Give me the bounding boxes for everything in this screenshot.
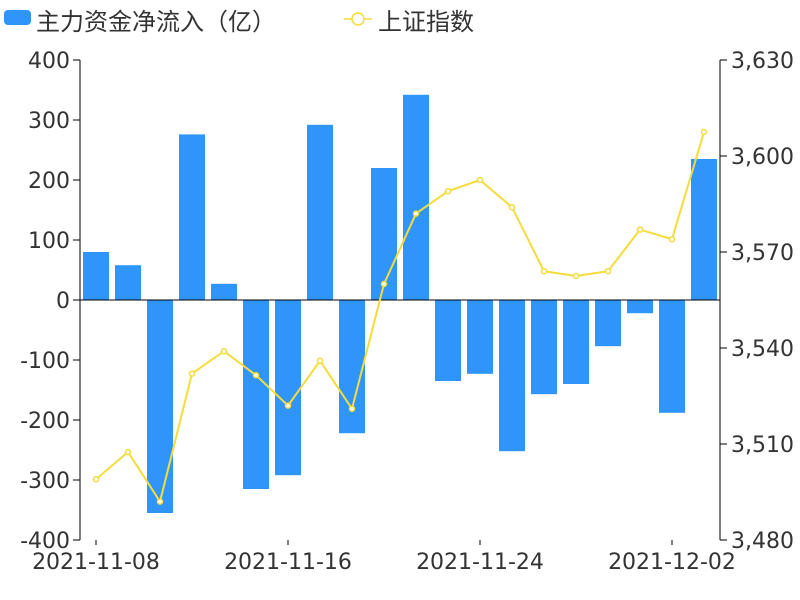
bar xyxy=(499,300,525,452)
left-tick-label: 0 xyxy=(56,289,70,314)
legend-line-marker xyxy=(351,12,365,26)
left-tick-label: -300 xyxy=(20,469,70,494)
legend-bar-swatch xyxy=(4,10,31,25)
x-tick-label: 2021-12-02 xyxy=(608,550,736,575)
right-tick-label: 3,570 xyxy=(731,241,794,266)
bar xyxy=(627,300,653,314)
index-point xyxy=(540,267,548,275)
bar xyxy=(147,300,173,513)
index-line xyxy=(95,131,705,505)
bar xyxy=(435,300,461,381)
index-point xyxy=(604,267,612,275)
index-point xyxy=(220,347,228,355)
left-tick-label: -200 xyxy=(20,409,70,434)
bar xyxy=(179,134,205,300)
index-point xyxy=(508,203,516,211)
left-tick-label: 100 xyxy=(28,229,70,254)
x-tick-label: 2021-11-08 xyxy=(32,550,160,575)
index-point xyxy=(124,448,132,456)
bar xyxy=(531,300,557,395)
axes xyxy=(79,60,721,540)
bar xyxy=(83,252,109,300)
bar xyxy=(595,300,621,347)
index-point xyxy=(636,226,644,233)
left-tick-label: -100 xyxy=(20,349,70,374)
bar xyxy=(275,300,301,476)
right-tick-label: 3,540 xyxy=(731,337,794,362)
bar xyxy=(691,159,717,300)
line-series xyxy=(92,128,708,505)
left-tick-label: 200 xyxy=(28,169,70,194)
index-point xyxy=(92,475,100,483)
right-tick-label: 3,600 xyxy=(731,145,794,170)
index-point xyxy=(252,371,260,379)
bar xyxy=(115,265,141,300)
x-axis-ticks: 2021-11-08 2021-11-16 2021-11-24 2021-12-02 xyxy=(32,540,736,575)
index-point xyxy=(316,357,324,365)
index-point xyxy=(412,210,420,217)
bar-series xyxy=(83,94,717,513)
left-tick-label: -400 xyxy=(20,529,70,554)
index-point xyxy=(380,280,388,288)
index-point xyxy=(348,405,356,413)
bar xyxy=(371,168,397,300)
legend-bar-label: 主力资金净流入（亿） xyxy=(36,8,276,36)
index-point xyxy=(668,235,676,243)
bar xyxy=(243,300,269,489)
left-axis-ticks: 400 300 200 100 0 -100 -200 -300 -400 xyxy=(20,49,80,554)
right-tick-label: 3,480 xyxy=(731,529,794,554)
index-point xyxy=(476,176,484,184)
right-axis-ticks: 3,630 3,600 3,570 3,540 3,510 3,480 xyxy=(720,49,794,554)
bar xyxy=(403,94,429,300)
left-tick-label: 400 xyxy=(28,49,70,74)
bar xyxy=(211,283,237,300)
index-point xyxy=(284,402,292,409)
index-point xyxy=(700,128,708,136)
index-point xyxy=(572,272,580,280)
bar xyxy=(659,300,685,413)
x-tick-label: 2021-11-24 xyxy=(416,550,544,575)
right-tick-label: 3,630 xyxy=(731,49,794,74)
index-point xyxy=(188,370,196,377)
index-point xyxy=(156,498,164,505)
x-tick-label: 2021-11-16 xyxy=(224,550,352,575)
bar xyxy=(339,300,365,434)
index-point xyxy=(444,187,452,195)
bar xyxy=(307,124,333,300)
right-tick-label: 3,510 xyxy=(731,433,794,458)
left-tick-label: 300 xyxy=(28,109,70,134)
legend-line-label: 上证指数 xyxy=(378,8,474,36)
legend: 主力资金净流入（亿） 上证指数 xyxy=(4,8,474,36)
bar xyxy=(467,300,493,374)
bar xyxy=(563,300,589,384)
